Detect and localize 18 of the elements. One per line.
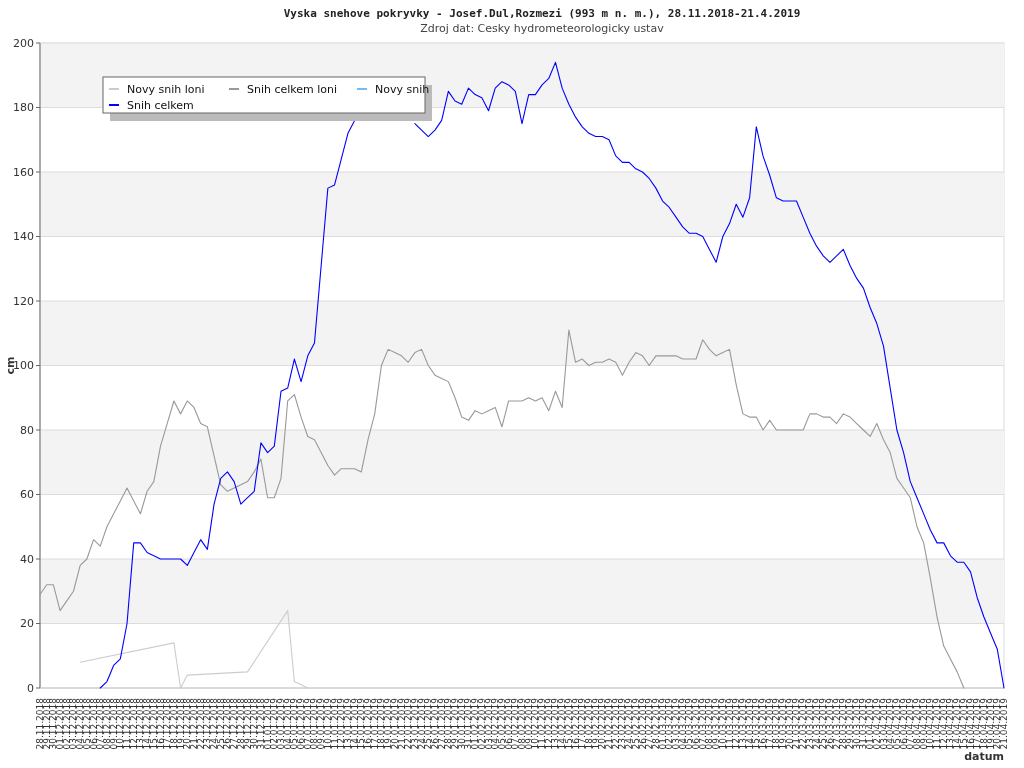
legend-label: Snih celkem xyxy=(127,98,194,112)
y-tick-label: 20 xyxy=(20,617,34,631)
y-tick-label: 180 xyxy=(13,101,34,115)
y-tick-label: 160 xyxy=(13,165,34,179)
chart-title: Vyska snehove pokryvky - Josef.Dul,Rozmezi (993 m n. m.), 28.11.2018-21.4.2019 xyxy=(283,7,801,20)
legend-label: Snih celkem loni xyxy=(247,82,338,96)
y-tick-label: 140 xyxy=(13,230,34,244)
legend-label: Novy snih loni xyxy=(127,82,205,96)
y-tick-label: 120 xyxy=(13,294,34,308)
y-tick-label: 80 xyxy=(20,423,34,437)
line-series xyxy=(39,329,965,689)
legend-label: Novy snih xyxy=(375,82,430,96)
y-tick-label: 0 xyxy=(27,681,34,695)
y-tick-label: 40 xyxy=(20,552,34,566)
y-tick-label: 200 xyxy=(13,36,34,50)
chart-subtitle: Zdroj dat: Cesky hydrometeorologicky ustav xyxy=(420,22,665,35)
y-tick-label: 60 xyxy=(20,488,34,502)
x-axis-title: datum xyxy=(964,750,1004,763)
